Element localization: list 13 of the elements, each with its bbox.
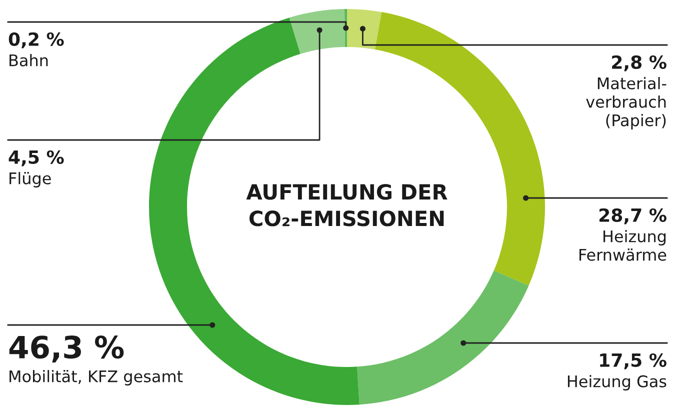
data-label: 46,3 % — [9, 336, 124, 363]
data-label: 4,5 % — [8, 150, 64, 166]
slice-label: Heizung Fernwärme — [580, 230, 666, 261]
data-label: 17,5 % — [600, 353, 666, 370]
slice-label: Mobilität, KFZ gesamt — [10, 370, 183, 386]
data-label: 28,7 % — [600, 208, 666, 224]
slice-label: Material- verbrauch (Papier) — [586, 77, 666, 130]
slice-label: Bahn — [10, 54, 48, 66]
text: AUFTEILUNG DER CO₂-EMISSIONEN — [246, 184, 448, 226]
data-label: 2,8 % — [612, 55, 666, 72]
slice-label: Flüge — [10, 172, 51, 188]
data-label: 0,2 % — [8, 32, 64, 48]
slice-label: Heizung Gas — [568, 375, 666, 390]
